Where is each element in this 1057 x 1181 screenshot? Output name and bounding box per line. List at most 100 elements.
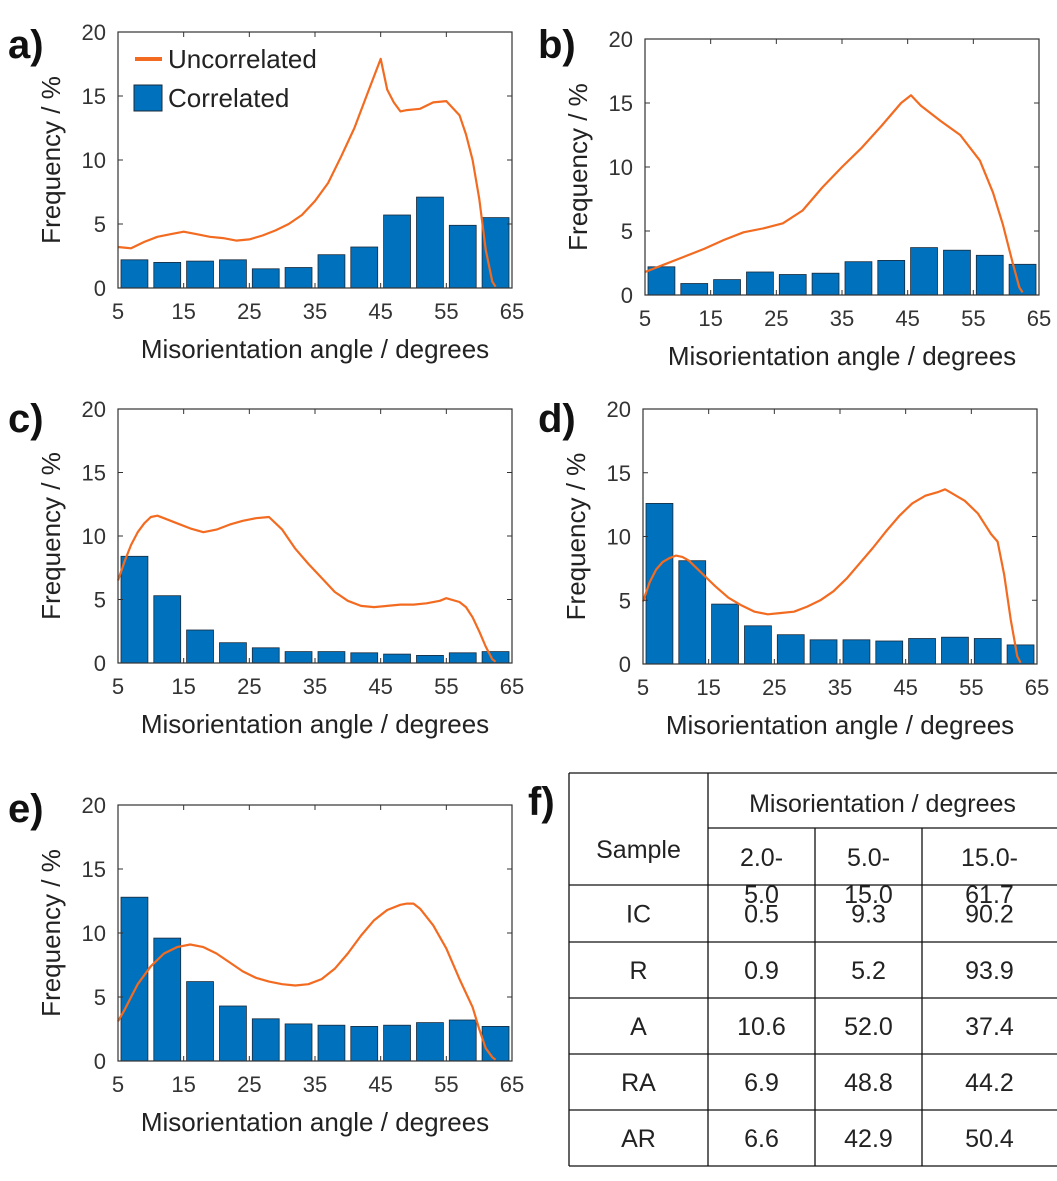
table-cell-value: 93.9 [965,957,1014,985]
bar [877,259,906,296]
bar [350,1026,379,1062]
bar [844,261,873,296]
legend: Uncorrelated Correlated [133,44,317,113]
bar [416,196,444,289]
x-tick-label: 15 [698,306,722,331]
bar [943,249,971,296]
x-tick-label: 65 [1025,675,1049,700]
bar [317,254,346,289]
bar [744,625,772,665]
x-tick-label: 15 [171,1072,195,1097]
y-axis-label: Frequency / % [563,83,593,251]
x-tick-label: 35 [303,674,327,699]
table-cell-value: 10.6 [737,1013,786,1041]
y-tick-label: 20 [82,793,106,818]
bar [153,595,182,664]
table-cell-value: 44.2 [965,1069,1014,1097]
bar [746,271,774,296]
table-header-range: 15.0 [844,881,893,909]
x-axis-label: Misorientation angle / degrees [141,334,489,364]
x-tick-label: 35 [303,1072,327,1097]
x-tick-label: 25 [762,675,786,700]
panel-letter: d) [538,397,576,441]
bar [383,653,411,664]
x-tick-label: 65 [500,299,524,324]
uncorrelated-line [116,514,497,663]
table-cell-value: 37.4 [965,1013,1014,1041]
bar [448,652,477,664]
x-tick-label: 5 [639,306,651,331]
x-tick-label: 15 [171,674,195,699]
legend-label-correlated: Correlated [168,83,289,113]
table-cell-value: 0.5 [744,901,779,929]
bar [251,647,280,664]
x-axis-label: Misorientation angle / degrees [666,710,1014,740]
y-tick-label: 0 [94,276,106,301]
bar [120,259,149,289]
table-cell-value: 48.8 [844,1069,893,1097]
bar [383,214,411,289]
uncorrelated-line [117,57,497,288]
x-tick-label: 15 [696,675,720,700]
x-tick-label: 35 [830,306,854,331]
bar [416,655,444,664]
y-tick-label: 5 [621,219,633,244]
table-cell-value: 6.9 [744,1069,779,1097]
bar [711,603,739,665]
y-tick-label: 15 [82,857,106,882]
bar [680,283,709,296]
y-tick-label: 10 [82,921,106,946]
x-tick-label: 25 [237,299,261,324]
table-header-sample: Sample [596,836,681,864]
table-header-range: 61.7 [965,881,1014,909]
x-axis-label: Misorientation angle / degrees [141,1107,489,1137]
y-axis-label: Frequency / % [36,76,66,244]
bar [350,246,379,289]
y-tick-label: 10 [82,524,106,549]
bar [153,261,182,289]
table-header-range: 5.0- [847,844,890,872]
x-axis-label: Misorientation angle / degrees [141,709,489,739]
x-tick-label: 15 [171,299,195,324]
bar [448,224,477,289]
y-axis-label: Frequency / % [561,453,591,621]
table-header-group: Misorientation / degrees [749,790,1016,818]
bar [219,642,247,664]
table-cell-value: 52.0 [844,1013,893,1041]
bar [842,639,871,665]
legend-bar-swatch [133,84,163,112]
bar [678,560,707,665]
panel-letter: e) [8,787,44,831]
bar [448,1019,477,1062]
table-cell-value: 50.4 [965,1125,1014,1153]
y-tick-label: 5 [94,985,106,1010]
bar [383,1024,411,1062]
y-axis-label: Frequency / % [36,849,66,1017]
y-tick-label: 20 [609,27,633,52]
y-tick-label: 0 [94,651,106,676]
x-tick-label: 5 [112,299,124,324]
x-tick-label: 65 [500,1072,524,1097]
x-tick-label: 55 [961,306,985,331]
x-tick-label: 45 [368,299,392,324]
x-tick-label: 35 [303,299,327,324]
bar [284,651,313,664]
bar [811,272,840,296]
bar [186,981,214,1062]
y-tick-label: 0 [619,652,631,677]
bar [120,555,149,664]
x-tick-label: 25 [237,1072,261,1097]
x-tick-label: 65 [500,674,524,699]
bar [284,267,313,289]
table-header-range: 2.0- [740,844,783,872]
bar [809,639,838,665]
table-cell-value: 42.9 [844,1125,893,1153]
y-tick-label: 5 [94,588,106,613]
bar [778,274,807,296]
y-tick-label: 10 [609,155,633,180]
bar [647,266,676,296]
